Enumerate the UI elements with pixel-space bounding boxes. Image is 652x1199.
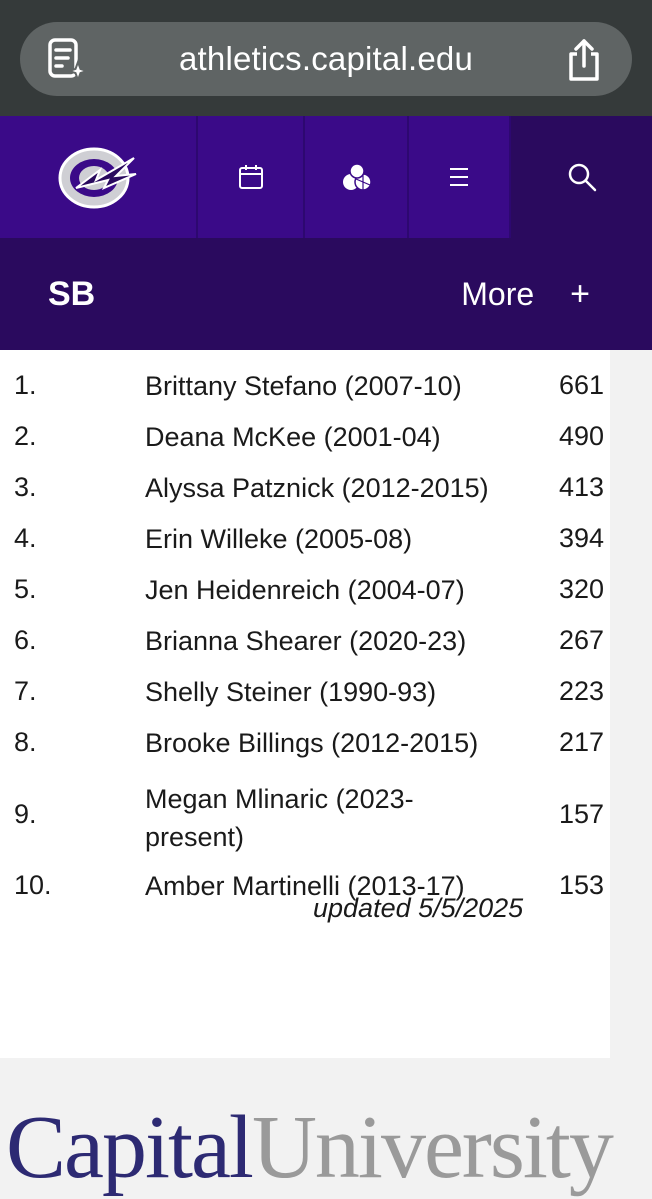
record-rank: 1. xyxy=(14,370,37,400)
search-button[interactable] xyxy=(511,116,652,238)
record-name: Shelly Steiner (1990-93) xyxy=(145,677,437,707)
record-rank: 7. xyxy=(14,676,37,706)
university-wordmark[interactable]: CapitalUniversity xyxy=(6,1096,614,1199)
record-rank: 5. xyxy=(14,574,37,604)
home-logo-link[interactable] xyxy=(0,116,198,238)
wordmark-capital: Capital xyxy=(6,1098,254,1197)
record-name: Alyssa Patznick (2012-2015) xyxy=(145,473,489,503)
plus-icon: + xyxy=(570,275,590,313)
record-value: 394 xyxy=(559,523,605,553)
records-content: 1. Brittany Stefano (2007-10) 661 2. Dea… xyxy=(0,350,610,1058)
record-value: 320 xyxy=(559,574,605,604)
more-button[interactable]: More + xyxy=(461,238,590,350)
sports-icon xyxy=(343,163,372,191)
calendar-icon xyxy=(238,165,263,189)
share-icon[interactable] xyxy=(564,38,604,82)
record-value: 267 xyxy=(559,625,605,655)
record-rank: 3. xyxy=(14,472,37,502)
record-name: Erin Willeke (2005-08) xyxy=(145,524,413,554)
team-logo xyxy=(58,147,137,209)
schedule-button[interactable] xyxy=(198,116,305,238)
record-name: Jen Heidenreich (2004-07) xyxy=(145,575,465,605)
record-value: 413 xyxy=(559,472,605,502)
menu-icon xyxy=(450,168,468,186)
updated-note: updated 5/5/2025 xyxy=(313,893,524,923)
record-value: 490 xyxy=(559,421,605,451)
record-name: Brittany Stefano (2007-10) xyxy=(145,371,462,401)
more-label: More xyxy=(461,276,535,312)
sport-subnav: SB More + xyxy=(0,238,652,350)
search-icon xyxy=(568,163,596,192)
record-rank: 8. xyxy=(14,727,37,757)
menu-button[interactable] xyxy=(409,116,511,238)
record-rank: 10. xyxy=(14,870,52,900)
site-nav xyxy=(0,116,652,238)
record-rank: 6. xyxy=(14,625,37,655)
record-row: 9. Megan Mlinaric (2023-present) 157 xyxy=(0,780,652,856)
record-value: 153 xyxy=(559,870,605,900)
address-bar[interactable]: athletics.capital.edu xyxy=(20,22,632,96)
record-name: Amber Martinelli (2013-17) xyxy=(145,871,465,901)
record-value: 661 xyxy=(559,370,605,400)
record-value: 217 xyxy=(559,727,605,757)
record-name: Deana McKee (2001-04) xyxy=(145,422,441,452)
record-name: Megan Mlinaric (2023-present) xyxy=(145,784,414,852)
record-rank: 9. xyxy=(14,799,37,829)
wordmark-university: University xyxy=(251,1098,614,1197)
sports-button[interactable] xyxy=(305,116,409,238)
record-rank: 2. xyxy=(14,421,37,451)
sport-title: SB xyxy=(48,275,96,313)
browser-toolbar: athletics.capital.edu xyxy=(0,0,652,116)
record-name: Brianna Shearer (2020-23) xyxy=(145,626,467,656)
record-rank: 4. xyxy=(14,523,37,553)
record-value: 223 xyxy=(559,676,605,706)
record-value: 157 xyxy=(559,799,605,829)
record-name: Brooke Billings (2012-2015) xyxy=(145,728,479,758)
url-text[interactable]: athletics.capital.edu xyxy=(178,40,474,77)
reader-icon[interactable] xyxy=(46,38,90,82)
